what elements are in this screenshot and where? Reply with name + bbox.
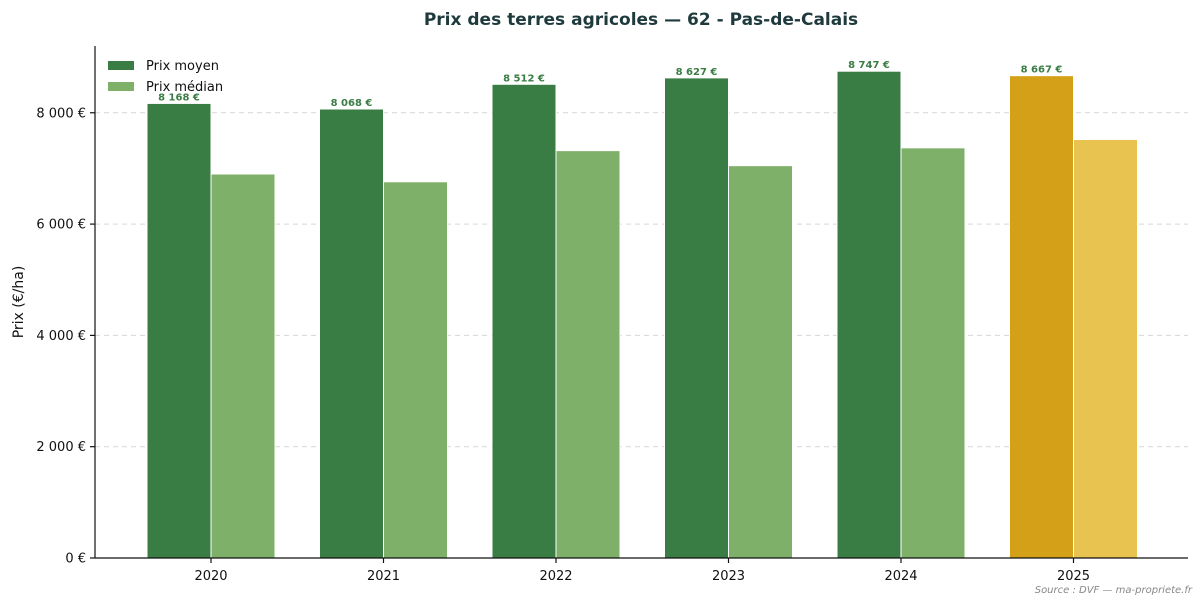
legend-label: Prix moyen xyxy=(146,59,219,74)
legend-label: Prix médian xyxy=(146,80,223,95)
data-labels: 8 168 € 8 068 € 8 512 € 8 627 € 8 747 € 8 667… xyxy=(158,60,1062,109)
x-tick-label: 2021 xyxy=(367,569,400,584)
y-tick-label: 8 000 € xyxy=(36,106,86,121)
data-label-2024: 8 747 € xyxy=(848,60,890,71)
bar-prix-moyen-2022 xyxy=(491,83,557,559)
y-axis-label: Prix (€/ha) xyxy=(11,266,27,339)
data-label-2022: 8 512 € xyxy=(503,73,545,84)
data-label-2025: 8 667 € xyxy=(1021,65,1063,76)
legend-swatch xyxy=(108,61,134,70)
bar-prix-moyen-2023 xyxy=(664,77,729,559)
bar-prix-moyen-2020 xyxy=(146,102,212,559)
data-label-2021: 8 068 € xyxy=(331,98,373,109)
source-note: Source : DVF — ma-propriete.fr xyxy=(1035,585,1193,596)
legend-swatch xyxy=(108,82,134,91)
axes: 0 € 2 000 € 4 000 € 6 000 € 8 000 € 2020 2021 2… xyxy=(36,46,1188,584)
x-tick-label: 2025 xyxy=(1057,569,1090,584)
legend: Prix moyen Prix médian xyxy=(108,59,223,95)
bar-prix-median-2020 xyxy=(210,173,276,559)
chart-title: Prix des terres agricoles — 62 - Pas-de-… xyxy=(424,10,858,30)
bar-prix-moyen-2025 xyxy=(1009,75,1074,559)
x-tick-label: 2023 xyxy=(712,569,745,584)
data-label-2023: 8 627 € xyxy=(676,67,718,78)
y-tick-label: 2 000 € xyxy=(36,440,86,455)
bar-prix-median-2025 xyxy=(1073,138,1138,559)
x-tick-label: 2022 xyxy=(539,569,572,584)
bar-prix-median-2024 xyxy=(900,147,966,559)
bar-prix-median-2021 xyxy=(383,181,448,559)
y-tick-label: 0 € xyxy=(65,552,86,567)
y-tick-label: 6 000 € xyxy=(36,218,86,233)
grid xyxy=(95,112,1188,448)
x-tick-label: 2020 xyxy=(194,569,227,584)
bar-prix-median-2023 xyxy=(728,165,793,559)
x-tick-label: 2024 xyxy=(884,569,917,584)
data-label-2020: 8 168 € xyxy=(158,92,200,103)
bar-prix-moyen-2021 xyxy=(319,108,384,559)
bar-prix-median-2022 xyxy=(555,150,621,559)
y-tick-label: 4 000 € xyxy=(36,329,86,344)
bars xyxy=(146,70,1138,559)
bar-prix-moyen-2024 xyxy=(836,70,902,559)
